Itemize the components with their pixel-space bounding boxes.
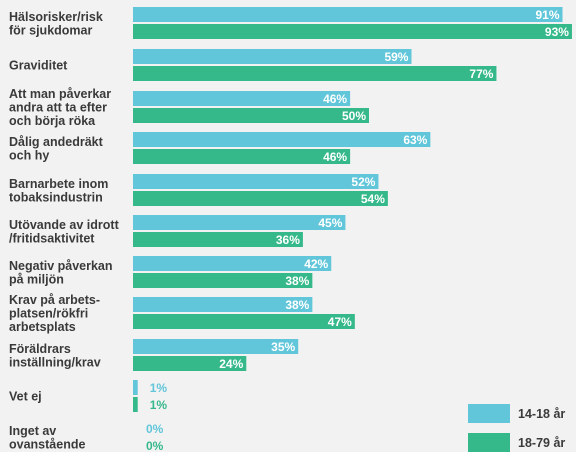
- bar: [133, 215, 346, 230]
- bar: [133, 397, 138, 412]
- data-label: 36%: [276, 233, 300, 247]
- bar: [133, 256, 332, 271]
- bar: [133, 297, 313, 312]
- data-label: 35%: [271, 340, 295, 354]
- bar: [133, 314, 355, 329]
- data-label: 63%: [403, 133, 427, 147]
- legend-swatch-series-1: [468, 404, 510, 423]
- bar: [133, 191, 388, 206]
- category-label: tobaksindustrin: [9, 190, 103, 204]
- category-label: Krav på arbets-: [9, 293, 100, 307]
- data-label: 46%: [323, 92, 347, 106]
- bar: [133, 24, 572, 39]
- bars: 91% 93% 59% 77% 46% 50% 63% 46% 52% 54% 45% 36% 42% 3…: [133, 7, 572, 452]
- bar: [133, 132, 431, 147]
- category-label: ovanstående: [9, 437, 85, 451]
- bar: [133, 174, 379, 189]
- data-label: 91%: [535, 8, 559, 22]
- category-label: Dålig andedräkt: [9, 135, 104, 149]
- category-label: Negativ påverkan: [9, 259, 113, 273]
- bar: [133, 49, 412, 64]
- category-label: platsen/rökfri: [9, 307, 88, 321]
- category-label: /fritidsaktivitet: [9, 231, 95, 245]
- bar: [133, 232, 303, 247]
- bar: [133, 66, 497, 81]
- data-label: 54%: [361, 192, 385, 206]
- data-label: 93%: [545, 25, 569, 39]
- bar: [133, 7, 563, 22]
- data-label: 59%: [384, 50, 408, 64]
- data-label: 47%: [328, 315, 352, 329]
- category-label: Vet ej: [9, 390, 42, 404]
- category-label: andra att ta efter: [9, 101, 107, 115]
- category-label: Hälsorisker/risk: [9, 10, 103, 24]
- category-label: och hy: [9, 148, 49, 162]
- category-label: Utövande av idrott: [9, 218, 120, 232]
- data-label: 45%: [318, 216, 342, 230]
- category-label: Att man påverkar: [9, 87, 111, 101]
- data-label: 1%: [150, 398, 168, 412]
- data-label: 46%: [323, 150, 347, 164]
- category-label: arbetsplats: [9, 320, 76, 334]
- data-label: 77%: [469, 67, 493, 81]
- legend-swatch-series-2: [468, 433, 510, 452]
- bar: [133, 273, 313, 288]
- data-label: 50%: [342, 109, 366, 123]
- category-label: för sjukdomar: [9, 23, 92, 37]
- bar: [133, 356, 247, 371]
- data-label: 38%: [285, 298, 309, 312]
- bar: [133, 149, 351, 164]
- category-label: och börja röka: [9, 114, 96, 128]
- category-label: Inget av: [9, 424, 56, 438]
- category-label: Föräldrars: [9, 342, 71, 356]
- data-label: 52%: [351, 175, 375, 189]
- category-label: Graviditet: [9, 59, 68, 73]
- data-label: 1%: [150, 381, 168, 395]
- category-label: på miljön: [9, 272, 64, 286]
- bar: [133, 108, 369, 123]
- bar: [133, 91, 351, 106]
- bar: [133, 339, 299, 354]
- legend-label-series-1: 14-18 år: [518, 407, 565, 421]
- data-label: 24%: [219, 357, 243, 371]
- data-label: 0%: [146, 439, 164, 452]
- legend: 14-18 år 18-79 år: [468, 404, 565, 452]
- bar: [133, 380, 138, 395]
- data-label: 42%: [304, 257, 328, 271]
- legend-label-series-2: 18-79 år: [518, 436, 565, 450]
- category-label: inställning/krav: [9, 355, 101, 369]
- category-label: Barnarbete inom: [9, 177, 108, 191]
- data-label: 0%: [146, 422, 164, 436]
- data-label: 38%: [285, 274, 309, 288]
